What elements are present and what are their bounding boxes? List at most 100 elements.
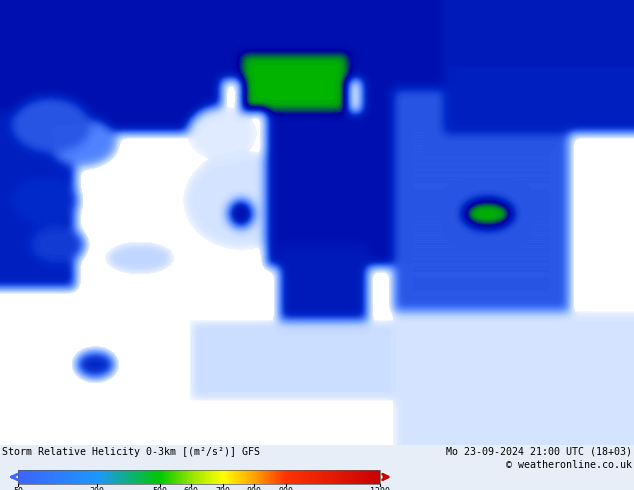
Bar: [165, 470, 167, 484]
Bar: [150, 470, 151, 484]
Bar: [241, 470, 243, 484]
Bar: [257, 470, 259, 484]
Bar: [338, 470, 339, 484]
Bar: [214, 470, 215, 484]
Bar: [362, 470, 363, 484]
Bar: [58, 470, 60, 484]
Bar: [286, 470, 287, 484]
Text: 50: 50: [13, 487, 23, 490]
Bar: [145, 470, 146, 484]
Bar: [290, 470, 291, 484]
Bar: [230, 470, 232, 484]
Bar: [276, 470, 278, 484]
Bar: [41, 470, 42, 484]
Bar: [59, 470, 60, 484]
Bar: [188, 470, 190, 484]
Bar: [254, 470, 256, 484]
Text: 600: 600: [184, 487, 198, 490]
Bar: [275, 470, 276, 484]
Bar: [91, 470, 92, 484]
Bar: [363, 470, 365, 484]
Bar: [203, 470, 204, 484]
Bar: [134, 470, 135, 484]
Bar: [209, 470, 210, 484]
Bar: [197, 470, 198, 484]
Bar: [295, 470, 297, 484]
Bar: [182, 470, 184, 484]
Bar: [377, 470, 378, 484]
Bar: [179, 470, 181, 484]
Bar: [191, 470, 192, 484]
Bar: [86, 470, 87, 484]
Bar: [76, 470, 77, 484]
Bar: [337, 470, 338, 484]
Bar: [304, 470, 306, 484]
Bar: [65, 470, 67, 484]
Bar: [128, 470, 129, 484]
Bar: [47, 470, 48, 484]
Bar: [72, 470, 74, 484]
Bar: [169, 470, 171, 484]
Bar: [359, 470, 361, 484]
Bar: [322, 470, 323, 484]
Bar: [186, 470, 187, 484]
Bar: [52, 470, 53, 484]
Bar: [74, 470, 75, 484]
Bar: [124, 470, 126, 484]
Bar: [42, 470, 44, 484]
Bar: [25, 470, 27, 484]
Bar: [321, 470, 322, 484]
Bar: [239, 470, 240, 484]
Bar: [341, 470, 343, 484]
Bar: [110, 470, 111, 484]
Bar: [305, 470, 307, 484]
Bar: [334, 470, 335, 484]
Bar: [346, 470, 347, 484]
Bar: [77, 470, 79, 484]
Bar: [31, 470, 33, 484]
Bar: [130, 470, 132, 484]
Bar: [266, 470, 267, 484]
Bar: [350, 470, 351, 484]
Bar: [291, 470, 292, 484]
Bar: [283, 470, 285, 484]
Bar: [93, 470, 94, 484]
Bar: [342, 470, 344, 484]
Bar: [327, 470, 328, 484]
Bar: [372, 470, 373, 484]
Bar: [318, 470, 320, 484]
Bar: [83, 470, 85, 484]
Bar: [24, 470, 25, 484]
Bar: [68, 470, 70, 484]
Text: © weatheronline.co.uk: © weatheronline.co.uk: [506, 460, 632, 470]
Bar: [231, 470, 233, 484]
Bar: [61, 470, 63, 484]
Bar: [349, 470, 350, 484]
Bar: [249, 470, 250, 484]
Bar: [374, 470, 375, 484]
Bar: [22, 470, 23, 484]
Bar: [378, 470, 379, 484]
Bar: [212, 470, 214, 484]
Bar: [216, 470, 217, 484]
Bar: [222, 470, 223, 484]
Bar: [217, 470, 219, 484]
Bar: [142, 470, 144, 484]
Bar: [236, 470, 238, 484]
Bar: [120, 470, 122, 484]
Bar: [111, 470, 112, 484]
Bar: [356, 470, 358, 484]
Bar: [301, 470, 302, 484]
Bar: [261, 470, 262, 484]
Bar: [329, 470, 331, 484]
Bar: [195, 470, 197, 484]
Bar: [29, 470, 30, 484]
Bar: [211, 470, 212, 484]
Bar: [353, 470, 354, 484]
Text: Mo 23-09-2024 21:00 UTC (18+03): Mo 23-09-2024 21:00 UTC (18+03): [446, 447, 632, 457]
Bar: [361, 470, 362, 484]
Bar: [174, 470, 175, 484]
Bar: [339, 470, 340, 484]
Bar: [157, 470, 158, 484]
Bar: [240, 470, 242, 484]
